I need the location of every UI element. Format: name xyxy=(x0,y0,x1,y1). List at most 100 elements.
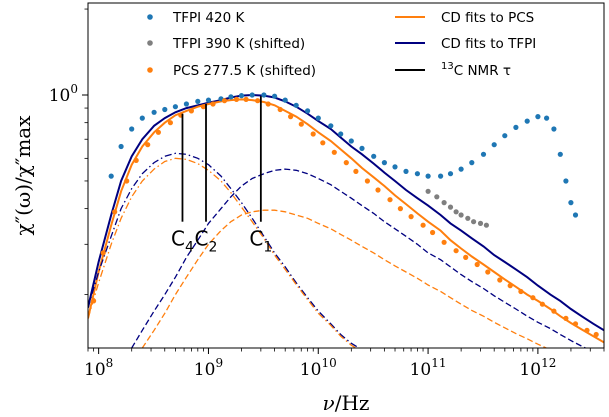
data-point xyxy=(155,129,161,135)
data-point xyxy=(298,121,304,127)
x-tick-label: 1012 xyxy=(519,356,556,380)
data-point xyxy=(183,101,189,107)
data-point xyxy=(261,92,267,98)
data-point xyxy=(381,160,387,166)
data-point xyxy=(414,171,420,177)
data-point xyxy=(568,200,574,206)
data-point xyxy=(133,157,139,163)
data-point xyxy=(434,194,440,200)
data-point xyxy=(277,106,283,113)
data-point xyxy=(507,283,513,289)
legend-label-cd_tfpi: CD fits to TFPI xyxy=(441,36,536,52)
data-point xyxy=(129,126,135,132)
data-point xyxy=(195,98,201,104)
data-point xyxy=(108,173,114,179)
fit-line-1 xyxy=(88,93,604,332)
data-point xyxy=(359,145,365,151)
x-tick-label: 109 xyxy=(194,356,223,380)
data-point xyxy=(162,106,168,113)
x-tick-label: 108 xyxy=(84,356,113,380)
data-point xyxy=(338,131,344,137)
data-point xyxy=(485,269,491,275)
legend-label-pcs: PCS 277.5 K (shifted) xyxy=(173,63,316,79)
plot-background xyxy=(88,3,604,348)
data-point xyxy=(91,298,97,304)
legend-label-nmr: 13C NMR τ xyxy=(441,61,511,79)
data-point xyxy=(471,219,477,225)
series-layer xyxy=(88,92,604,348)
data-point xyxy=(535,114,541,120)
data-point xyxy=(331,149,337,155)
data-point xyxy=(392,164,398,170)
data-point xyxy=(145,142,151,148)
data-point xyxy=(272,93,278,99)
data-point xyxy=(167,120,173,126)
legend-label-cd_pcs: CD fits to PCS xyxy=(441,10,534,26)
axes-layer: 108 109 1010 1011 1012 100 ν/Hz χ″(ω)/χ″max xyxy=(11,2,605,415)
x-tick-label: 1010 xyxy=(300,356,337,380)
scatter-series-2 xyxy=(425,188,489,228)
data-point xyxy=(551,126,557,132)
data-point xyxy=(353,168,359,174)
data-point xyxy=(458,166,464,172)
data-point xyxy=(255,98,261,104)
data-point xyxy=(288,114,294,120)
fit-line-4 xyxy=(88,157,357,348)
data-point xyxy=(243,96,249,102)
data-point xyxy=(188,108,194,114)
data-point xyxy=(557,151,563,157)
y-tick-label: 100 xyxy=(49,82,78,106)
fit-line-5 xyxy=(131,168,587,348)
data-point xyxy=(310,131,316,137)
plot-area xyxy=(88,3,604,348)
legend: TFPI 420 K TFPI 390 K (shifted) PCS 277.5 … xyxy=(147,10,536,79)
x-axis-label: ν/Hz xyxy=(323,391,370,415)
data-point xyxy=(458,212,464,218)
data-point xyxy=(425,188,431,194)
data-point xyxy=(491,142,497,148)
data-point xyxy=(371,153,377,159)
fit-line-2 xyxy=(88,98,604,344)
data-point xyxy=(539,301,546,307)
data-point xyxy=(221,98,228,104)
data-point xyxy=(228,94,234,100)
data-point xyxy=(530,295,536,301)
data-point xyxy=(463,254,469,260)
data-point xyxy=(233,96,240,102)
data-point xyxy=(572,212,579,218)
data-point xyxy=(518,288,524,295)
data-point xyxy=(293,102,299,108)
data-point xyxy=(408,214,414,220)
data-point xyxy=(172,104,178,110)
data-point xyxy=(480,151,487,157)
data-point xyxy=(441,200,447,206)
data-point xyxy=(320,140,326,146)
data-point xyxy=(513,124,519,130)
data-point xyxy=(465,215,471,221)
data-point xyxy=(112,209,118,215)
data-point xyxy=(139,115,145,121)
data-point xyxy=(572,321,579,327)
data-point xyxy=(447,171,454,177)
data-point xyxy=(551,308,557,314)
data-point xyxy=(584,327,590,333)
scatter-series-3 xyxy=(91,96,599,338)
data-point xyxy=(563,178,569,184)
data-point xyxy=(524,118,530,124)
legend-label-tfpi420: TFPI 420 K xyxy=(172,10,245,26)
data-point xyxy=(453,248,459,254)
data-point xyxy=(469,160,475,166)
x-tick-label: 1011 xyxy=(410,356,447,380)
data-point xyxy=(315,115,321,121)
data-point xyxy=(265,101,271,107)
data-point xyxy=(453,209,459,215)
plot-frame xyxy=(87,2,605,349)
data-point xyxy=(210,101,216,107)
data-point xyxy=(238,93,245,99)
legend-marker-tfpi420 xyxy=(147,14,153,20)
data-point xyxy=(348,138,354,144)
fit-line-6 xyxy=(141,209,548,348)
data-point xyxy=(477,220,484,226)
data-point xyxy=(305,108,311,114)
scatter-series-1 xyxy=(108,92,579,218)
